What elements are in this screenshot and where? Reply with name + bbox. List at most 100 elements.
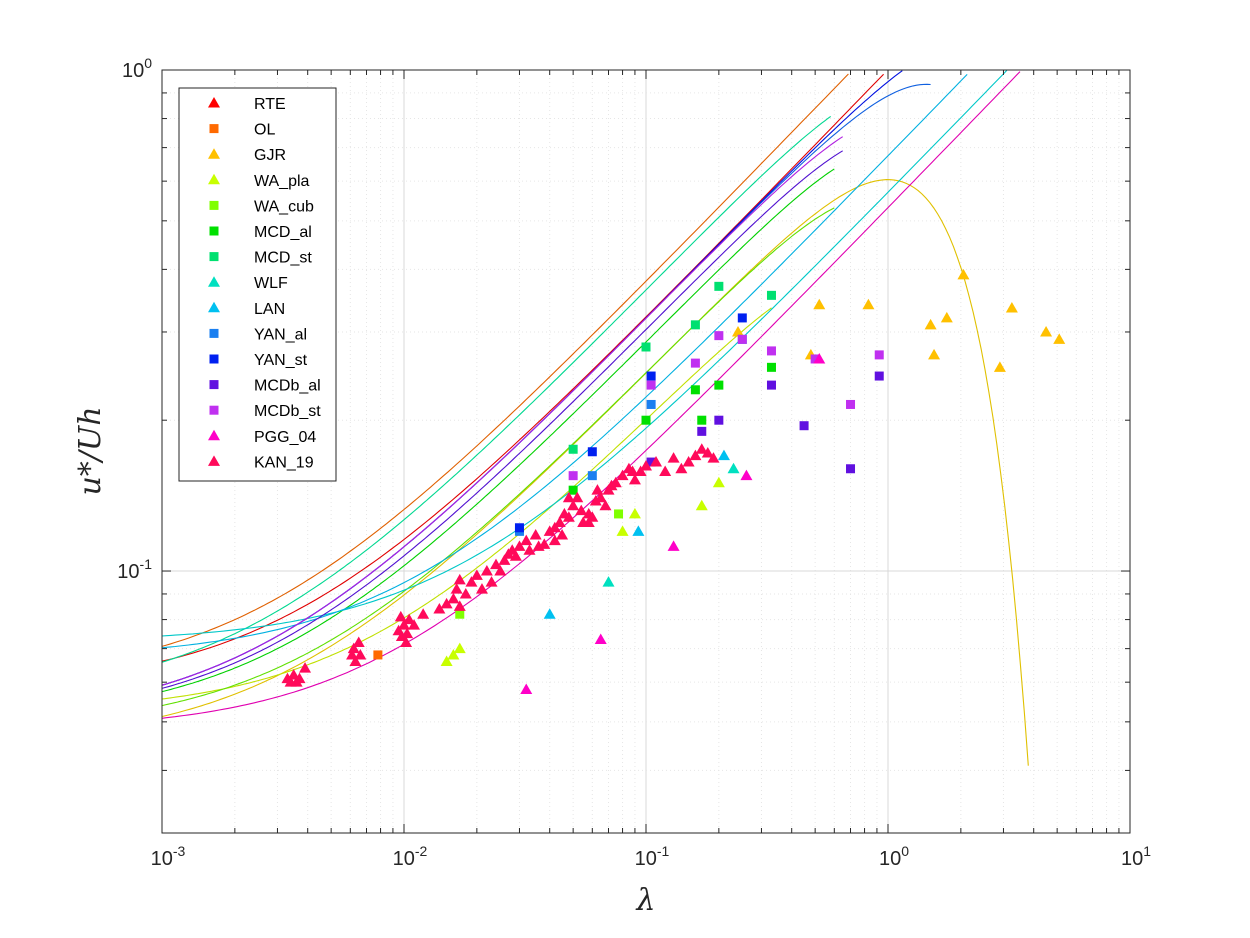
data-point-kan-19 [553, 516, 566, 527]
model-curve [161, 307, 772, 700]
data-point-kan-19 [634, 465, 647, 476]
data-point-mcd-st [766, 290, 776, 300]
model-curve [161, 168, 835, 693]
data-point-kan-19 [433, 602, 446, 614]
data-point-kan-19 [395, 630, 408, 642]
data-point-lan [543, 608, 556, 619]
data-point-kan-19 [523, 544, 536, 555]
data-point-kan-19 [626, 465, 639, 476]
data-point-kan-19 [450, 583, 463, 594]
data-point-kan-19 [284, 676, 297, 687]
data-point-mcdb-st [646, 380, 656, 390]
data-point-pgg-04 [520, 683, 533, 695]
data-point-kan-19 [582, 516, 595, 527]
model-curve [161, 115, 832, 663]
tick-layer: 10-3 10-2 10-1 100 101 10-1 100 [117, 55, 1151, 870]
legend-marker [209, 200, 219, 210]
data-point-mcdb-al [714, 415, 724, 425]
data-point-yan-st [587, 447, 597, 457]
data-point-mcd-al [568, 485, 578, 495]
legend-label: YAN_al [254, 326, 307, 343]
legend-label: KAN_19 [254, 454, 314, 471]
y-tick-label: 100 [122, 55, 152, 82]
x-axis-label: λ [635, 883, 655, 918]
data-point-kan-19 [299, 662, 312, 673]
data-point-mcd-al [714, 380, 724, 390]
data-point-mcdb-al [874, 371, 884, 381]
legend-label: GJR [254, 147, 286, 164]
data-point-mcdb-st [568, 471, 578, 481]
data-point-kan-19 [480, 565, 493, 576]
data-point-kan-19 [591, 484, 604, 495]
data-point-kan-19 [675, 462, 688, 474]
data-point-kan-19 [347, 642, 360, 654]
x-tick-label: 10-3 [151, 843, 186, 870]
data-point-kan-19 [520, 534, 533, 546]
data-point-kan-19 [293, 672, 306, 684]
data-point-gjr [924, 318, 937, 330]
legend-label: LAN [254, 301, 285, 318]
data-point-wa-pla [453, 642, 466, 654]
data-point-wa-cub [614, 509, 624, 519]
data-point-kan-19 [575, 504, 588, 516]
y-tick-label: 10-1 [117, 556, 152, 583]
model-curve [161, 71, 1021, 719]
data-point-kan-19 [667, 452, 680, 463]
data-point-kan-19 [682, 456, 695, 467]
data-point-kan-19 [498, 554, 511, 565]
data-point-wa-pla [447, 648, 460, 660]
data-point-kan-19 [707, 452, 720, 463]
legend-label: MCD_al [254, 224, 312, 241]
model-curve [161, 73, 884, 662]
data-point-mcd-st [714, 281, 724, 291]
data-point-kan-19 [417, 608, 430, 619]
data-point-wa-pla [628, 507, 641, 519]
data-point-kan-19 [490, 558, 503, 570]
data-point-kan-19 [394, 610, 407, 622]
data-point-gjr [1005, 301, 1018, 313]
data-point-kan-19 [470, 569, 483, 580]
legend-label: WA_cub [254, 198, 314, 215]
data-point-lan [717, 449, 730, 461]
legend-marker [208, 455, 220, 466]
data-point-kan-19 [567, 499, 580, 511]
grid-layer [161, 70, 1130, 834]
legend-marker [209, 405, 219, 415]
data-point-kan-19 [349, 655, 362, 666]
model-curve [161, 70, 1008, 637]
legend-marker [209, 354, 219, 364]
data-point-kan-19 [447, 592, 460, 604]
data-point-kan-19 [562, 491, 575, 503]
data-point-kan-19 [459, 587, 472, 599]
data-point-mcdb-al [697, 426, 707, 436]
data-point-yan-st [646, 371, 656, 381]
data-point-mcd-al [690, 385, 700, 395]
data-point-kan-19 [453, 573, 466, 585]
data-point-kan-19 [354, 648, 367, 660]
data-point-mcdb-al [646, 457, 656, 467]
data-point-kan-19 [398, 619, 410, 630]
legend-label: OL [254, 122, 275, 139]
data-point-pgg-04 [813, 352, 826, 364]
data-point-mcdb-st [690, 358, 700, 368]
data-point-wa-pla [695, 499, 708, 511]
x-tick-label: 10-2 [393, 843, 428, 870]
data-point-ol [373, 650, 383, 660]
data-point-kan-19 [408, 619, 421, 630]
data-point-kan-19 [538, 538, 551, 549]
legend-label: WLF [254, 275, 288, 292]
data-point-yan-al [587, 471, 597, 481]
legend-marker [208, 173, 220, 185]
x-tick-label: 10-1 [635, 843, 670, 870]
data-point-kan-19 [513, 540, 526, 551]
data-point-wa-pla [712, 476, 725, 488]
data-point-gjr [928, 348, 941, 360]
legend-marker [209, 226, 219, 236]
legend: RTE OL GJR WA_pla WA_cub MCD_al MCD_st WLF LAN YA… [178, 87, 337, 482]
y-axis-label: u*/Uh [73, 406, 108, 495]
data-point-wa-cub [455, 609, 465, 619]
model-curve [161, 207, 835, 707]
data-point-mcdb-st [810, 354, 820, 364]
data-point-gjr [732, 325, 745, 337]
legend-marker [208, 148, 220, 159]
